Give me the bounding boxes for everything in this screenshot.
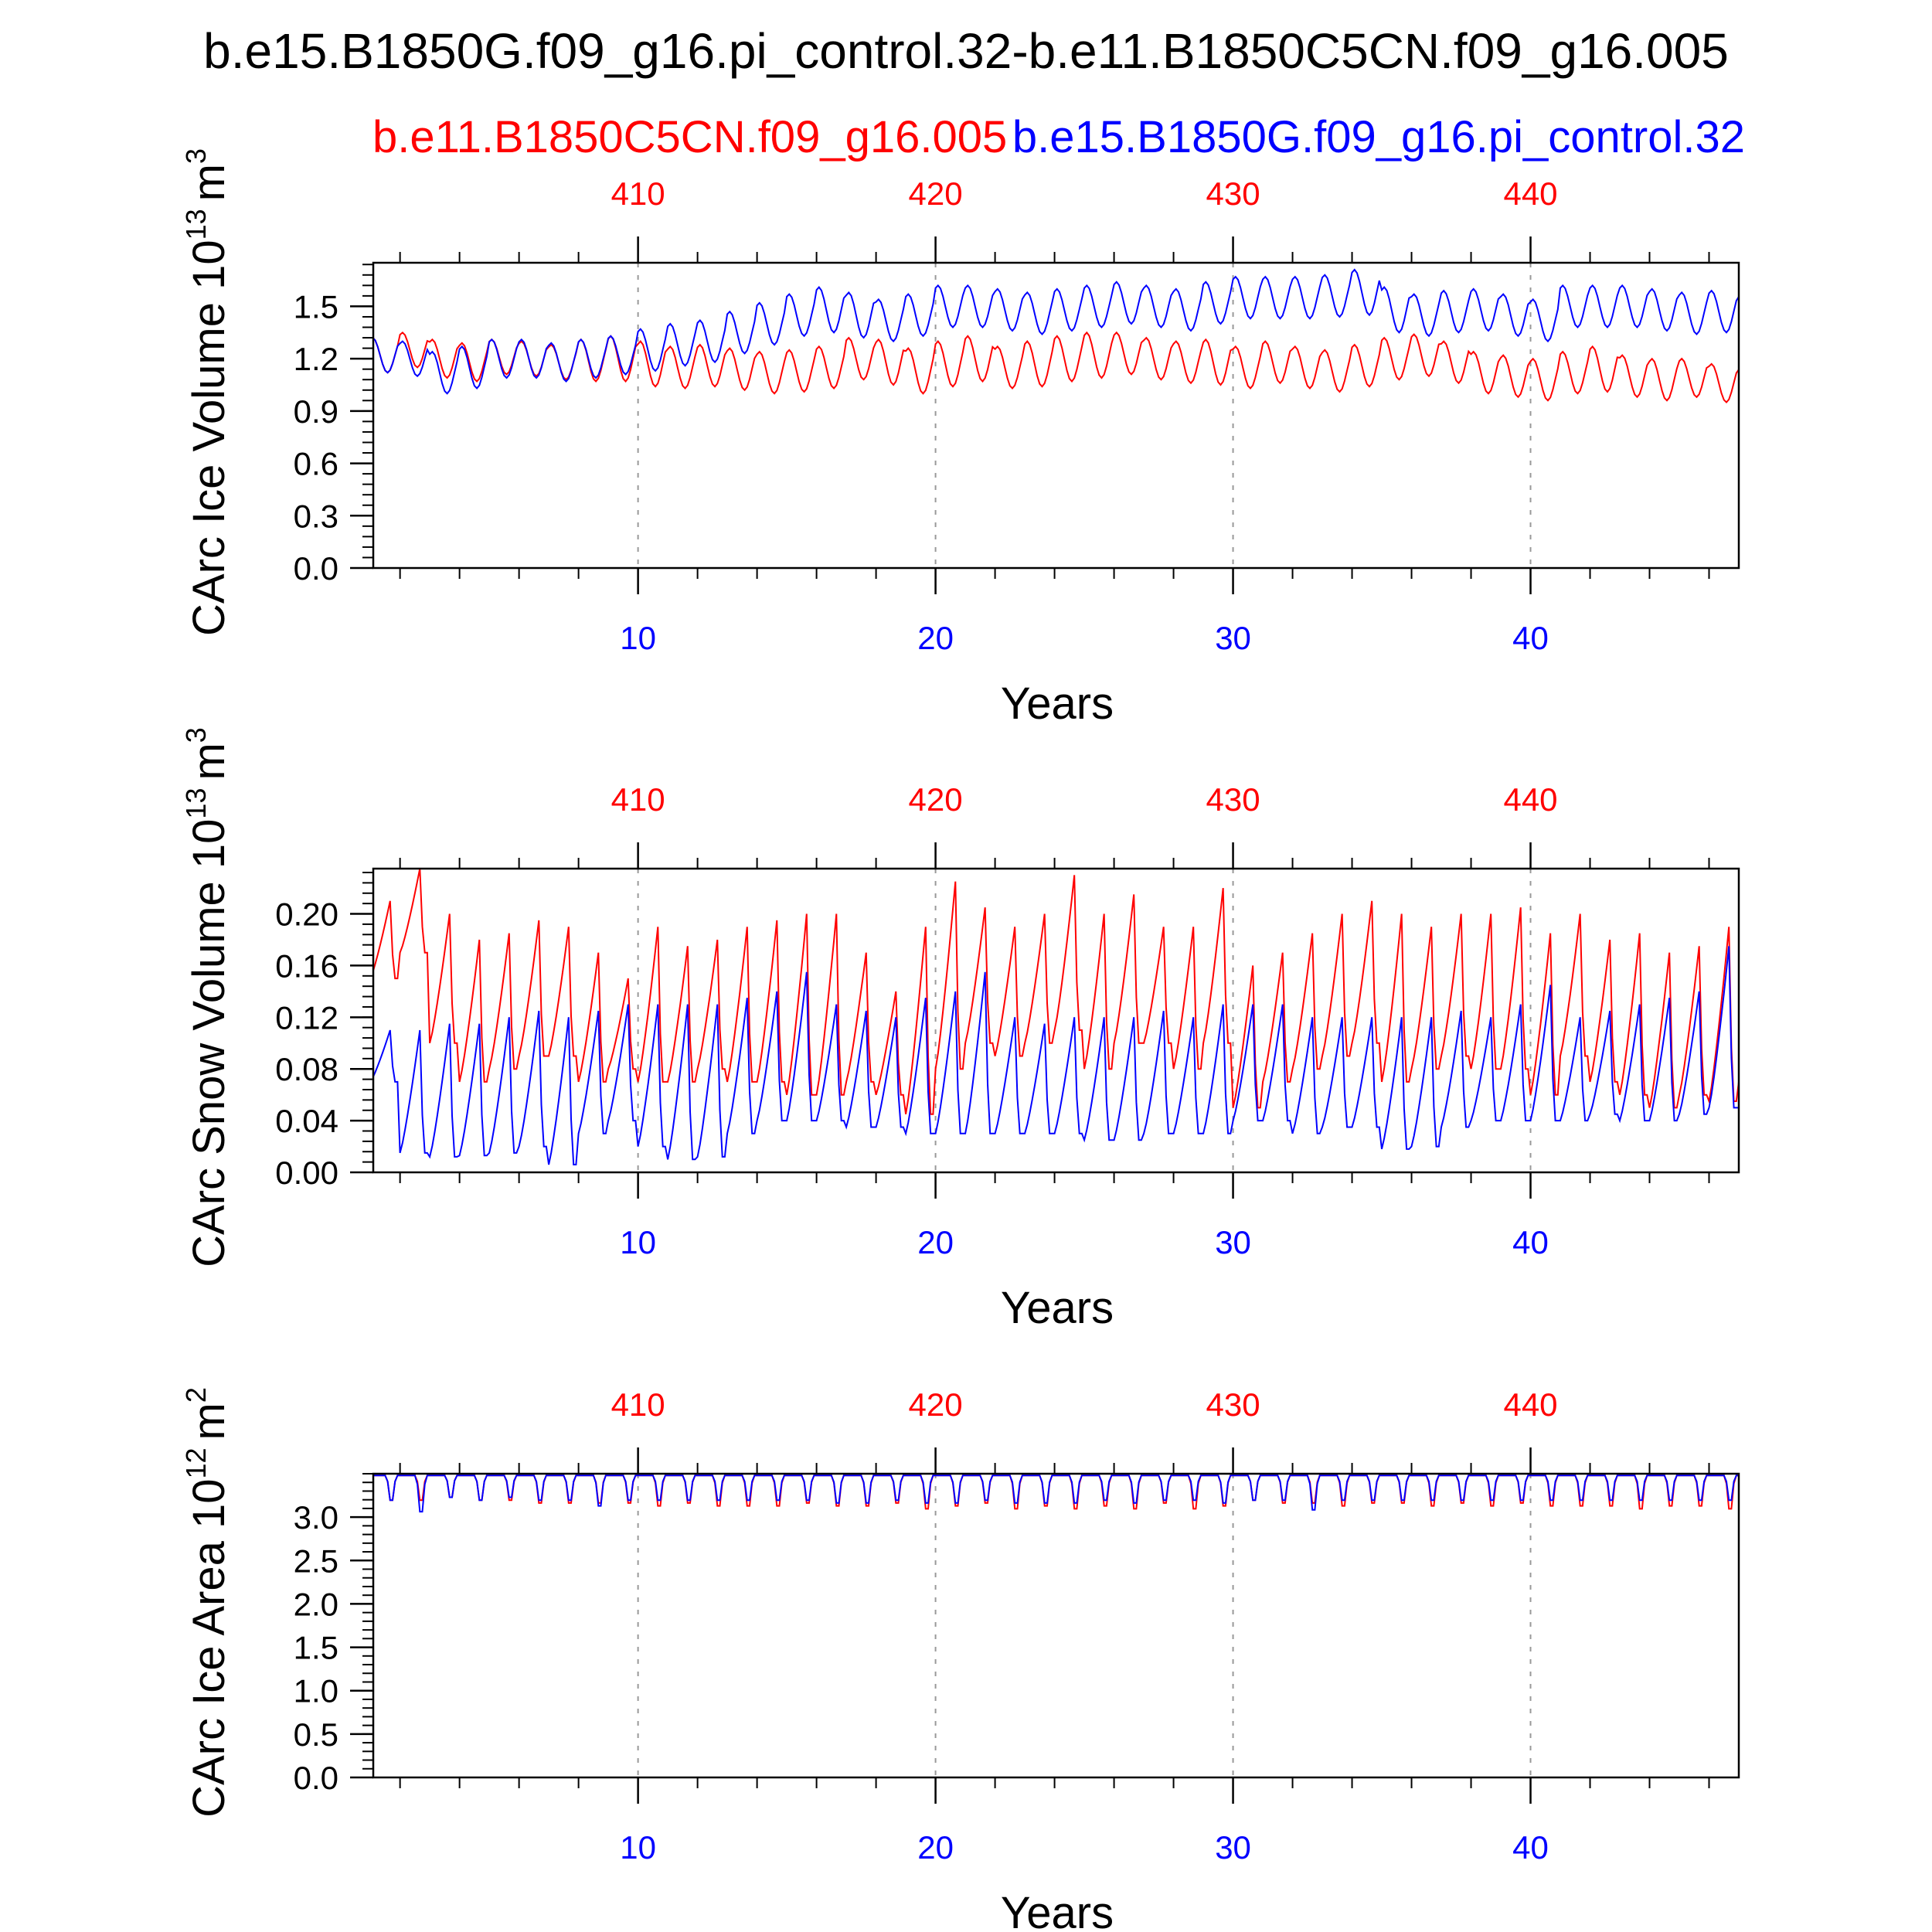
y-tick-label: 2.0 [294,1586,338,1622]
y-axis-label: CArc Ice Volume 1013 m3 [180,148,234,636]
y-axis-label-unit-exponent: 3 [180,148,212,164]
bottom-tick-label: 30 [1215,1829,1251,1866]
y-tick-label: 1.0 [294,1673,338,1709]
y-tick-label: 0.3 [294,498,338,534]
top-tick-label: 410 [611,175,665,212]
y-axis-label-main: CArc Ice Area 10 [184,1478,234,1817]
bottom-tick-label: 30 [1215,1224,1251,1260]
y-tick-label: 2.5 [294,1543,338,1579]
y-tick-label: 0.0 [294,550,338,587]
series-line-blue [373,268,1739,395]
y-tick-label: 0.5 [294,1716,338,1753]
top-tick-label: 410 [611,1386,665,1423]
y-tick-label: 0.08 [275,1051,338,1087]
x-axis-label: Years [1001,1283,1114,1333]
y-axis-label-unit: m [184,164,234,201]
bottom-tick-label: 40 [1512,620,1549,656]
bottom-tick-label: 20 [917,1224,954,1260]
top-tick-label: 410 [611,781,665,818]
top-tick-label: 430 [1206,781,1260,818]
series-line-red [373,1475,1739,1510]
y-tick-label: 0.16 [275,947,338,984]
top-tick-label: 420 [909,1386,963,1423]
y-axis-label-main: CArc Ice Volume 10 [184,240,234,636]
y-axis-label-exponent: 12 [180,1447,212,1478]
y-axis-label-unit: m [184,743,234,780]
y-axis-label-unit-exponent: 3 [180,727,212,743]
bottom-tick-label: 30 [1215,620,1251,656]
bottom-tick-label: 20 [917,1829,954,1866]
y-tick-label: 1.5 [294,1630,338,1666]
y-axis-label: CArc Snow Volume 1013 m3 [180,727,234,1267]
y-tick-label: 1.2 [294,341,338,377]
y-axis-label-unit: m [184,1403,234,1440]
y-axis-label-exponent: 13 [180,788,212,819]
series-line-red [373,331,1739,404]
top-tick-label: 440 [1503,781,1557,818]
panel-3: 410 10 420 20 430 30 440 40 0.0 0.5 1.0 1.5 2.0 2.5 3.… [180,1386,1740,1932]
figure-title: b.e15.B1850G.f09_g16.pi_control.32-b.e11… [203,23,1729,79]
plot-frame [372,261,1740,570]
bottom-tick-label: 10 [620,620,656,656]
series-line-blue [373,1475,1739,1513]
y-tick-label: 0.20 [275,896,338,933]
plot-frame [372,1472,1740,1779]
x-axis-label: Years [1001,1888,1114,1932]
y-tick-label: 1.5 [294,288,338,325]
series-line-blue [373,946,1739,1165]
y-tick-label: 0.04 [275,1103,338,1139]
y-tick-label: 0.0 [294,1760,338,1796]
bottom-tick-label: 40 [1512,1224,1549,1260]
y-axis-label: CArc Ice Area 1012 m2 [180,1387,234,1818]
legend-blue-label: b.e15.B1850G.f09_g16.pi_control.32 [1012,112,1745,162]
top-tick-label: 430 [1206,1386,1260,1423]
bottom-tick-label: 20 [917,620,954,656]
top-tick-label: 440 [1503,175,1557,212]
y-axis-label-exponent: 13 [180,209,212,240]
legend-red-label: b.e11.B1850C5CN.f09_g16.005 [372,112,1007,162]
bottom-tick-label: 10 [620,1224,656,1260]
y-tick-label: 0.12 [275,999,338,1036]
top-tick-label: 430 [1206,175,1260,212]
y-tick-label: 3.0 [294,1499,338,1536]
y-tick-label: 0.9 [294,393,338,430]
series-line-red [373,869,1739,1115]
y-tick-label: 0.00 [275,1155,338,1191]
top-tick-label: 440 [1503,1386,1557,1423]
bottom-tick-label: 10 [620,1829,656,1866]
panel-2: 410 10 420 20 430 30 440 40 0.00 0.04 0.08 0.12 0.16… [180,727,1740,1333]
x-axis-label: Years [1001,679,1114,729]
plot-frame [372,867,1740,1174]
y-tick-label: 0.6 [294,446,338,482]
bottom-tick-label: 40 [1512,1829,1549,1866]
panel-1: 410 10 420 20 430 30 440 40 0.0 0.3 0.6 0.9 1.2 1.5 Ye… [180,148,1740,729]
top-tick-label: 420 [909,175,963,212]
y-axis-label-main: CArc Snow Volume 10 [184,819,234,1267]
y-axis-label-unit-exponent: 2 [180,1387,212,1403]
top-tick-label: 420 [909,781,963,818]
